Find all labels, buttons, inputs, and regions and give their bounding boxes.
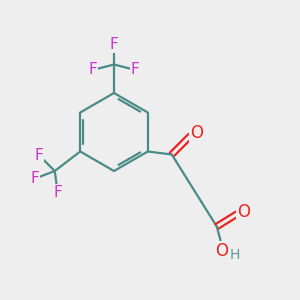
Text: O: O (190, 124, 203, 142)
Text: F: F (35, 148, 44, 163)
Text: F: F (53, 185, 62, 200)
Text: F: F (130, 62, 140, 77)
Text: F: F (88, 62, 98, 77)
Text: O: O (215, 242, 228, 260)
Text: F: F (110, 38, 118, 52)
Text: F: F (31, 171, 40, 186)
Text: H: H (230, 248, 240, 262)
Text: O: O (237, 203, 250, 221)
